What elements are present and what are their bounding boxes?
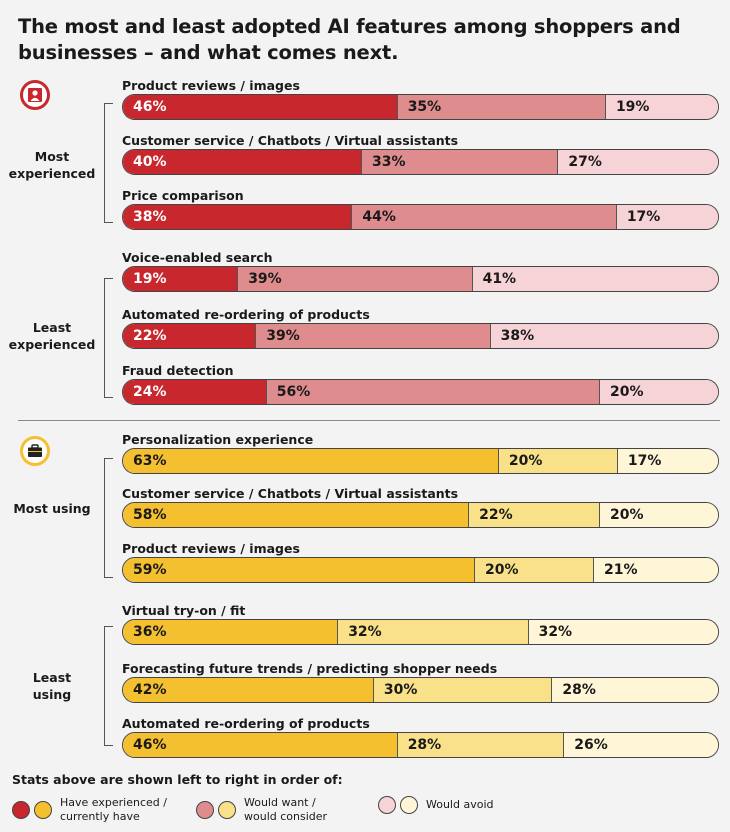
bar-segment: 38% [123, 205, 352, 229]
stacked-bar: 46% 35% 19% [122, 94, 719, 120]
bar-segment: 58% [123, 503, 469, 527]
bar-segment: 32% [527, 620, 718, 644]
bar-segment: 24% [123, 380, 266, 404]
bar-segment: 19% [604, 95, 718, 119]
bar-segment: 41% [471, 267, 718, 291]
bar-row-label: Voice-enabled search [122, 250, 273, 265]
bar-row-label: Forecasting future trends / predicting s… [122, 661, 498, 676]
section-divider [18, 420, 720, 421]
stacked-bar: 42% 30% 28% [122, 677, 719, 703]
group-bracket [104, 458, 113, 578]
bar-segment: 27% [557, 150, 718, 174]
briefcase-icon [20, 436, 50, 466]
legend-label: Have experienced / currently have [60, 796, 167, 823]
group-bracket [104, 103, 113, 223]
stacked-bar: 36% 32% 32% [122, 619, 719, 645]
bar-segment: 40% [123, 150, 361, 174]
bar-row-label: Personalization experience [122, 432, 314, 447]
legend-swatch-red [12, 801, 30, 819]
stacked-bar: 19% 39% 41% [122, 266, 719, 292]
stacked-bar: 38% 44% 17% [122, 204, 719, 230]
bar-segment: 17% [615, 205, 718, 229]
group-label-most-experienced: Most experienced [8, 149, 96, 181]
group-label-least-using: Least using [32, 670, 72, 702]
bar-segment: 26% [563, 733, 718, 757]
bar-segment: 20% [598, 380, 718, 404]
bar-segment: 46% [123, 733, 397, 757]
bar-row-label: Customer service / Chatbots / Virtual as… [122, 486, 459, 501]
bar-row-label: Virtual try-on / fit [122, 603, 246, 618]
stacked-bar: 58% 22% 20% [122, 502, 719, 528]
legend-swatch-yellow [400, 796, 418, 814]
legend-label: Would want / would consider [244, 796, 328, 823]
bar-segment: 30% [372, 678, 552, 702]
group-label-most-using: Most using [13, 501, 91, 516]
bar-segment: 39% [237, 267, 472, 291]
bar-segment: 42% [123, 678, 373, 702]
bar-segment: 59% [123, 558, 475, 582]
stacked-bar: 24% 56% 20% [122, 379, 719, 405]
group-bracket [104, 626, 113, 746]
bar-segment: 36% [123, 620, 338, 644]
legend-swatch-red [378, 796, 396, 814]
stacked-bar: 22% 39% 38% [122, 323, 719, 349]
legend-label: Would avoid [426, 798, 494, 811]
bar-segment: 56% [265, 380, 599, 404]
bar-segment: 19% [123, 267, 238, 291]
bar-segment: 20% [497, 449, 617, 473]
bar-segment: 44% [351, 205, 616, 229]
legend-item-experienced: Have experienced / currently have [12, 796, 167, 824]
bar-row-label: Automated re-ordering of products [122, 307, 370, 322]
legend-title: Stats above are shown left to right in o… [12, 772, 343, 787]
stacked-bar: 40% 33% 27% [122, 149, 719, 175]
group-label-least-experienced: Least experienced [8, 320, 96, 352]
bar-row-label: Fraud detection [122, 363, 234, 378]
stacked-bar: 63% 20% 17% [122, 448, 719, 474]
stacked-bar: 59% 20% 21% [122, 557, 719, 583]
legend-swatch-yellow [218, 801, 236, 819]
bar-segment: 20% [474, 558, 594, 582]
bar-segment: 46% [123, 95, 397, 119]
bar-row-label: Customer service / Chatbots / Virtual as… [122, 133, 459, 148]
bar-segment: 22% [123, 324, 256, 348]
bar-segment: 28% [551, 678, 718, 702]
bar-row-label: Price comparison [122, 188, 244, 203]
bar-segment: 17% [616, 449, 718, 473]
bar-row-label: Automated re-ordering of products [122, 716, 370, 731]
legend-swatch-red [196, 801, 214, 819]
legend-item-want: Would want / would consider [196, 796, 327, 824]
bar-segment: 35% [396, 95, 605, 119]
bar-segment: 32% [337, 620, 528, 644]
person-icon [20, 80, 50, 110]
bar-row-label: Product reviews / images [122, 78, 300, 93]
bar-segment: 20% [598, 503, 718, 527]
group-bracket [104, 278, 113, 398]
legend-item-avoid: Would avoid [378, 796, 494, 814]
chart-title: The most and least adopted AI features a… [18, 15, 681, 64]
legend-swatch-yellow [34, 801, 52, 819]
bar-segment: 21% [593, 558, 718, 582]
bar-segment: 28% [396, 733, 564, 757]
bar-row-label: Product reviews / images [122, 541, 300, 556]
stacked-bar: 46% 28% 26% [122, 732, 719, 758]
bar-segment: 38% [489, 324, 718, 348]
bar-segment: 39% [255, 324, 490, 348]
bar-segment: 22% [468, 503, 599, 527]
bar-segment: 33% [361, 150, 558, 174]
bar-segment: 63% [123, 449, 498, 473]
